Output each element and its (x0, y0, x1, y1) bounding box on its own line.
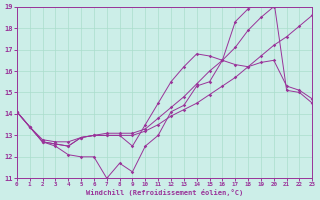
X-axis label: Windchill (Refroidissement éolien,°C): Windchill (Refroidissement éolien,°C) (86, 189, 243, 196)
